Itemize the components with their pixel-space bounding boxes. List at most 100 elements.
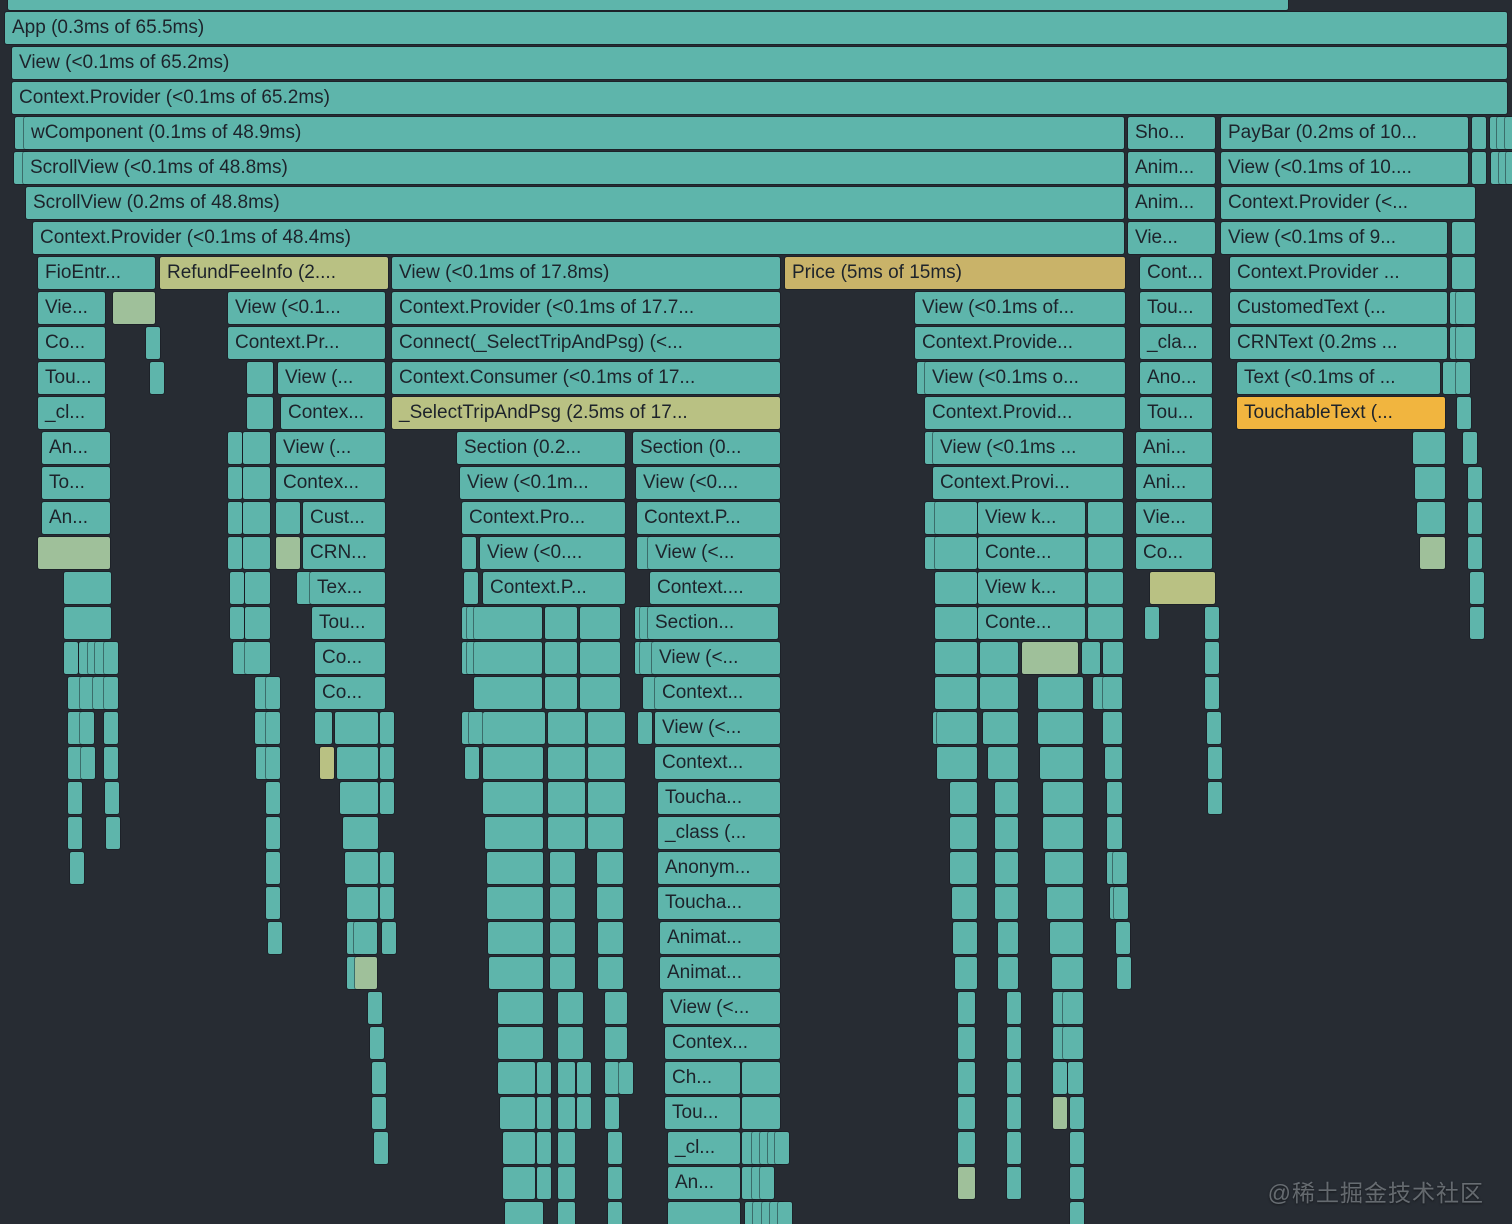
flame-bar[interactable] xyxy=(587,746,626,780)
flame-bar[interactable] xyxy=(607,1166,623,1200)
flame-bar-context-pr[interactable]: Context.Pr... xyxy=(227,326,386,360)
flame-bar[interactable] xyxy=(934,606,978,640)
flame-bar[interactable] xyxy=(982,711,1019,745)
flame-bar[interactable] xyxy=(536,1096,552,1130)
flame-bar[interactable] xyxy=(79,676,95,710)
flame-bar[interactable] xyxy=(987,746,1019,780)
flame-bar[interactable] xyxy=(957,1131,976,1165)
flame-bar[interactable] xyxy=(344,851,379,885)
flame-bar[interactable] xyxy=(502,1166,536,1200)
flame-bar[interactable] xyxy=(587,781,626,815)
flame-bar[interactable] xyxy=(488,956,544,990)
flame-bar[interactable] xyxy=(936,711,978,745)
flame-bar[interactable] xyxy=(246,361,274,395)
flame-bar[interactable] xyxy=(949,816,978,850)
flame-bar[interactable] xyxy=(246,396,274,430)
flame-bar[interactable] xyxy=(103,711,119,745)
flame-bar[interactable] xyxy=(587,816,624,850)
flame-bar[interactable] xyxy=(296,571,312,605)
flame-bar[interactable] xyxy=(1467,501,1483,535)
flame-bar[interactable] xyxy=(576,1061,592,1095)
flame-bar[interactable] xyxy=(597,956,624,990)
flame-bar-context-provider[interactable]: Context.Provider (<... xyxy=(1220,186,1476,220)
flame-bar[interactable] xyxy=(618,1061,634,1095)
flame-bar-ani[interactable]: Ani... xyxy=(1135,466,1213,500)
flame-bar[interactable] xyxy=(254,676,270,710)
flame-bar-view-0[interactable]: View (<0.... xyxy=(479,536,626,570)
flame-bar[interactable] xyxy=(536,1131,552,1165)
flame-bar-co[interactable]: Co... xyxy=(1135,536,1213,570)
flame-bar-cust[interactable]: Cust... xyxy=(302,501,386,535)
flame-bar[interactable] xyxy=(1106,816,1123,850)
flame-bar[interactable] xyxy=(1087,501,1124,535)
flame-bar[interactable] xyxy=(957,991,976,1025)
flame-bar[interactable] xyxy=(275,536,301,570)
flame-bar[interactable] xyxy=(979,676,1019,710)
flame-bar[interactable] xyxy=(1455,361,1471,395)
flame-bar-animat[interactable]: Animat... xyxy=(659,956,781,990)
flame-bar[interactable] xyxy=(482,711,546,745)
flame-bar[interactable] xyxy=(227,431,243,465)
flame-bar-vie[interactable]: Vie... xyxy=(1135,501,1213,535)
flame-bar[interactable] xyxy=(275,501,301,535)
flame-bar[interactable] xyxy=(1116,956,1132,990)
flame-bar-view[interactable]: View (... xyxy=(275,431,386,465)
flame-bar[interactable] xyxy=(227,466,243,500)
flame-bar-_cl[interactable]: _cl... xyxy=(37,396,106,430)
flame-bar[interactable] xyxy=(486,886,544,920)
flame-bar[interactable] xyxy=(557,1201,576,1224)
flame-bar-connect-_selecttripandpsg[interactable]: Connect(_SelectTripAndPsg) (<... xyxy=(391,326,781,360)
flame-bar[interactable] xyxy=(67,746,83,780)
flame-bar[interactable] xyxy=(63,606,112,640)
flame-bar[interactable] xyxy=(994,816,1019,850)
flame-bar[interactable] xyxy=(1006,1131,1022,1165)
flame-bar[interactable] xyxy=(379,746,395,780)
flame-bar[interactable] xyxy=(1455,291,1476,325)
flame-bar[interactable] xyxy=(1416,501,1446,535)
flame-bar-context-provider-0-1ms-of-65-2ms[interactable]: Context.Provider (<0.1ms of 65.2ms) xyxy=(11,81,1508,115)
flame-bar-customedtext[interactable]: CustomedText (... xyxy=(1229,291,1448,325)
flame-bar[interactable] xyxy=(468,711,484,745)
flame-bar-section-0[interactable]: Section (0... xyxy=(632,431,781,465)
flame-bar-ani[interactable]: Ani... xyxy=(1135,431,1213,465)
flame-bar-_class[interactable]: _class (... xyxy=(657,816,781,850)
flame-bar[interactable] xyxy=(636,536,652,570)
flame-bar[interactable] xyxy=(314,711,333,745)
flame-bar-_cla[interactable]: _cla... xyxy=(1139,326,1213,360)
flame-bar-_selecttripandpsg-2-5ms-of-17[interactable]: _SelectTripAndPsg (2.5ms of 17... xyxy=(391,396,781,430)
flame-bar[interactable] xyxy=(1144,606,1160,640)
flame-bar[interactable] xyxy=(79,711,95,745)
flame-bar[interactable] xyxy=(949,781,978,815)
flame-bar[interactable] xyxy=(487,921,544,955)
flame-bar[interactable] xyxy=(67,711,83,745)
flame-bar[interactable] xyxy=(504,1201,544,1224)
flame-bar[interactable] xyxy=(242,536,271,570)
flame-bar[interactable] xyxy=(547,746,586,780)
flame-bar[interactable] xyxy=(473,606,543,640)
flame-bar[interactable] xyxy=(499,1096,536,1130)
flame-bar-to[interactable]: To... xyxy=(41,466,111,500)
flame-bar[interactable] xyxy=(1451,256,1476,290)
flame-bar[interactable] xyxy=(604,1026,628,1060)
flame-bar[interactable] xyxy=(1207,781,1223,815)
flame-bar[interactable] xyxy=(1087,571,1124,605)
flame-bar[interactable] xyxy=(1062,991,1084,1025)
flame-bar[interactable] xyxy=(265,676,281,710)
flame-bar[interactable] xyxy=(952,921,978,955)
flame-bar[interactable] xyxy=(497,991,544,1025)
flame-bar[interactable] xyxy=(229,571,245,605)
flame-bar[interactable] xyxy=(994,851,1019,885)
flame-bar-co[interactable]: Co... xyxy=(314,676,386,710)
flame-bar-conte[interactable]: Conte... xyxy=(977,536,1086,570)
flame-bar[interactable] xyxy=(597,921,624,955)
flame-bar[interactable] xyxy=(557,1131,576,1165)
flame-bar-context-provid[interactable]: Context.Provid... xyxy=(924,396,1126,430)
flame-bar[interactable] xyxy=(342,816,379,850)
flame-bar-paybar-0-2ms-of-10[interactable]: PayBar (0.2ms of 10... xyxy=(1220,116,1469,150)
flame-bar[interactable] xyxy=(37,536,111,570)
flame-bar[interactable] xyxy=(1044,851,1084,885)
flame-bar[interactable] xyxy=(103,676,119,710)
flame-bar-toucha[interactable]: Toucha... xyxy=(657,886,781,920)
flame-bar[interactable] xyxy=(463,571,479,605)
flame-bar[interactable] xyxy=(105,816,121,850)
